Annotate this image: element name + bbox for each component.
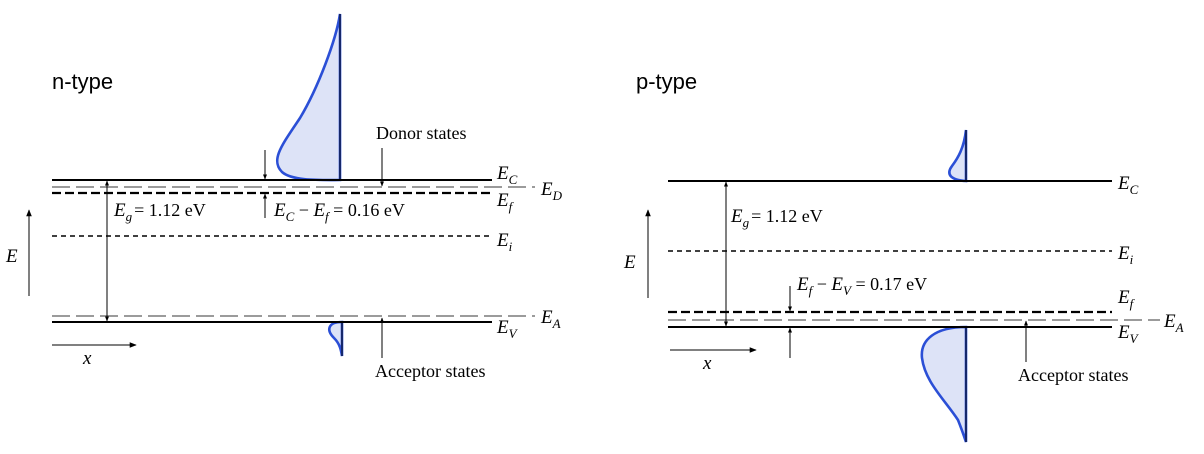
p-ec-label: EC xyxy=(1117,173,1139,197)
n-ei-label: Ei xyxy=(496,230,513,254)
p-ei-label: Ei xyxy=(1117,243,1134,267)
n-ev-label: EV xyxy=(496,317,519,341)
n-donor-states-label: Donor states xyxy=(376,123,466,143)
n-donor-distribution-curve xyxy=(276,13,342,182)
p-gap-label: Ef − EV = 0.17 eV xyxy=(796,274,927,298)
p-type-title: p-type xyxy=(636,69,697,94)
n-acceptor-distribution-curve xyxy=(328,320,344,357)
n-position-axis-label: x xyxy=(82,348,92,369)
n-type-panel: n-type EC ED Ef Ei EA EV Eg = 1.12 eV EC … xyxy=(5,13,563,381)
p-conduction-distribution-curve xyxy=(948,129,968,183)
n-ec-label: EC xyxy=(496,163,518,187)
n-ef-label: Ef xyxy=(496,190,515,214)
p-energy-axis-label: E xyxy=(623,252,636,273)
n-eg-label: Eg = 1.12 eV xyxy=(113,200,206,224)
p-ea-label: EA xyxy=(1163,311,1184,335)
p-ef-label: Ef xyxy=(1117,287,1136,311)
p-eg-label: Eg = 1.12 eV xyxy=(730,206,823,230)
p-ev-label: EV xyxy=(1117,322,1140,346)
n-ed-label: ED xyxy=(540,179,563,203)
p-acceptor-distribution-curve xyxy=(920,325,968,443)
p-position-axis-label: x xyxy=(702,353,712,374)
n-gap-label: EC − Ef = 0.16 eV xyxy=(273,200,405,224)
n-energy-axis-label: E xyxy=(5,246,18,267)
p-acceptor-states-label: Acceptor states xyxy=(1018,365,1128,385)
p-type-panel: p-type EC Ei Ef EA EV Eg = 1.12 eV Ef − E… xyxy=(623,69,1184,443)
n-acceptor-states-label: Acceptor states xyxy=(375,361,485,381)
n-ea-label: EA xyxy=(540,307,561,331)
n-type-title: n-type xyxy=(52,69,113,94)
